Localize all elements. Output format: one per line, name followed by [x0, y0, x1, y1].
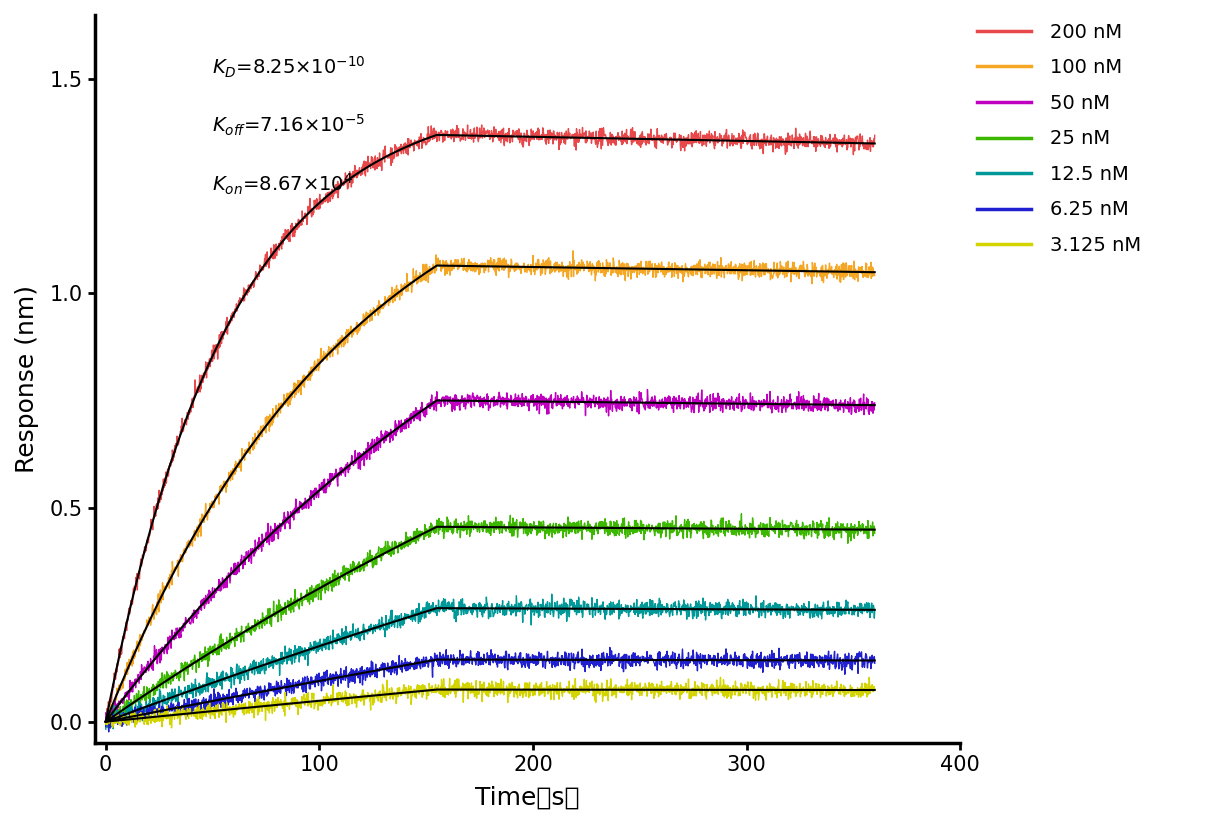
Legend: 200 nM, 100 nM, 50 nM, 25 nM, 12.5 nM, 6.25 nM, 3.125 nM: 200 nM, 100 nM, 50 nM, 25 nM, 12.5 nM, 6… [969, 15, 1150, 262]
Text: $K_{on}$=8.67×10$^4$: $K_{on}$=8.67×10$^4$ [212, 172, 353, 196]
Y-axis label: Response (nm): Response (nm) [15, 285, 39, 473]
Text: $K_D$=8.25×10$^{-10}$: $K_D$=8.25×10$^{-10}$ [212, 55, 366, 80]
Text: $K_{off}$=7.16×10$^{-5}$: $K_{off}$=7.16×10$^{-5}$ [212, 113, 366, 139]
X-axis label: Time（s）: Time（s） [475, 786, 580, 810]
